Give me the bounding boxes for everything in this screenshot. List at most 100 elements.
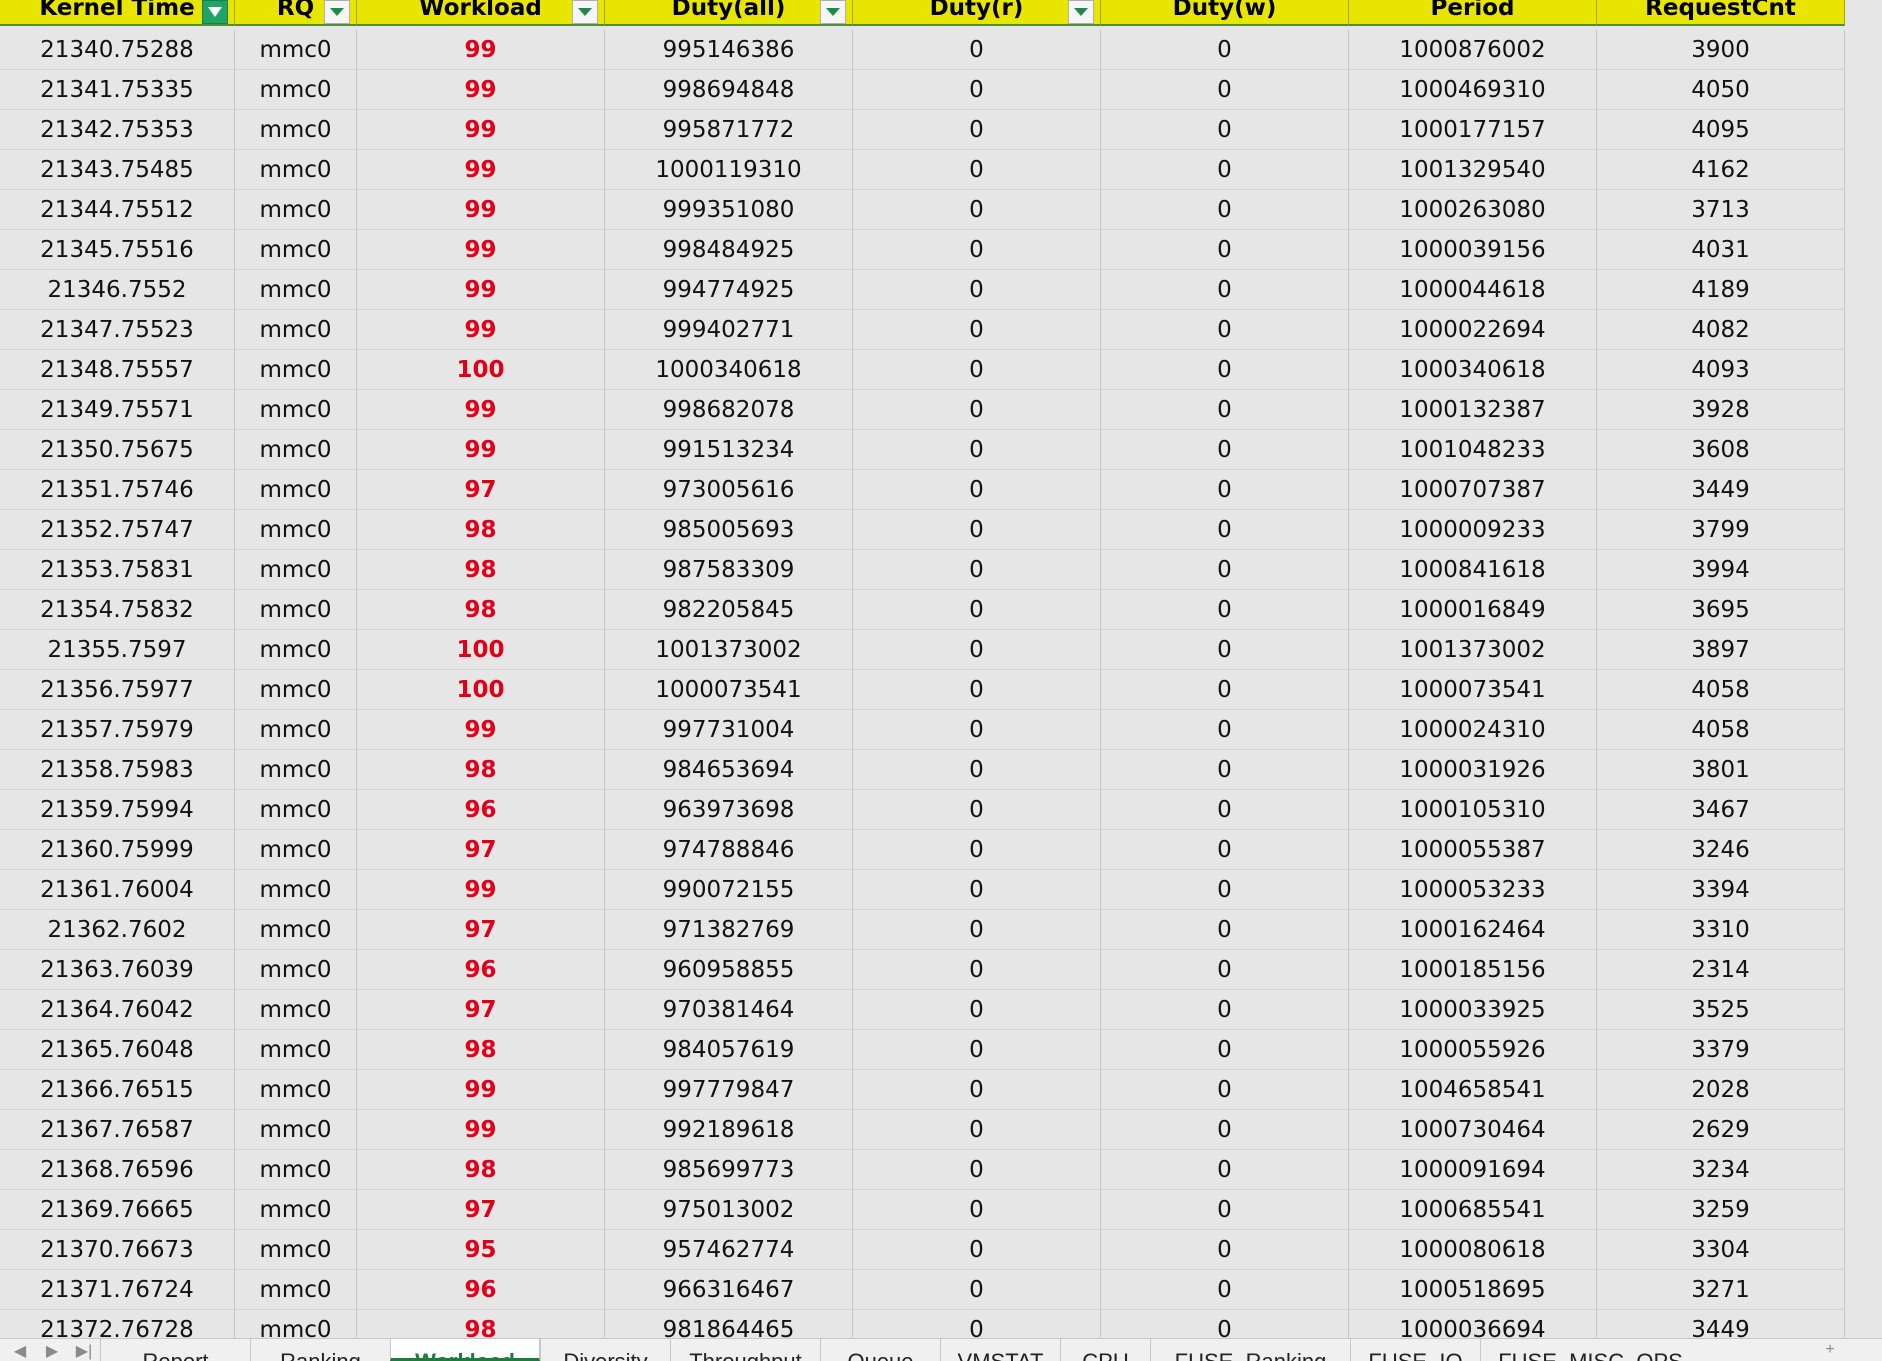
cell-rq[interactable]: mmc0 (235, 1310, 357, 1338)
cell-requestcnt[interactable]: 3467 (1597, 790, 1845, 830)
cell-kernel-time[interactable]: 21351.75746 (0, 470, 235, 510)
cell-duty-w[interactable]: 0 (1101, 110, 1349, 150)
cell-duty-r[interactable]: 0 (853, 990, 1101, 1030)
cell-kernel-time[interactable]: 21361.76004 (0, 870, 235, 910)
cell-duty-r[interactable]: 0 (853, 1270, 1101, 1310)
cell-requestcnt[interactable]: 3259 (1597, 1190, 1845, 1230)
cell-requestcnt[interactable]: 3525 (1597, 990, 1845, 1030)
cell-period[interactable]: 1000263080 (1349, 190, 1597, 230)
cell-rq[interactable]: mmc0 (235, 110, 357, 150)
cell-duty-r[interactable]: 0 (853, 1190, 1101, 1230)
cell-duty-w[interactable]: 0 (1101, 1110, 1349, 1150)
cell-workload[interactable]: 99 (357, 70, 605, 110)
cell-period[interactable]: 1001373002 (1349, 630, 1597, 670)
cell-duty-all[interactable]: 1000340618 (605, 350, 853, 390)
cell-requestcnt[interactable]: 3394 (1597, 870, 1845, 910)
cell-duty-w[interactable]: 0 (1101, 470, 1349, 510)
cell-kernel-time[interactable]: 21355.7597 (0, 630, 235, 670)
cell-duty-all[interactable]: 970381464 (605, 990, 853, 1030)
cell-rq[interactable]: mmc0 (235, 350, 357, 390)
cell-duty-r[interactable]: 0 (853, 30, 1101, 70)
sheet-tab-vmstat[interactable]: VMSTAT (940, 1339, 1060, 1361)
cell-duty-all[interactable]: 999351080 (605, 190, 853, 230)
cell-requestcnt[interactable]: 3900 (1597, 30, 1845, 70)
cell-period[interactable]: 1000073541 (1349, 670, 1597, 710)
cell-duty-r[interactable]: 0 (853, 630, 1101, 670)
cell-period[interactable]: 1001329540 (1349, 150, 1597, 190)
cell-requestcnt[interactable]: 4031 (1597, 230, 1845, 270)
cell-workload[interactable]: 96 (357, 950, 605, 990)
cell-duty-all[interactable]: 997731004 (605, 710, 853, 750)
cell-duty-r[interactable]: 0 (853, 190, 1101, 230)
cell-workload[interactable]: 96 (357, 790, 605, 830)
sheet-tab-diversity[interactable]: Diversity (540, 1339, 670, 1361)
cell-duty-w[interactable]: 0 (1101, 1030, 1349, 1070)
cell-duty-r[interactable]: 0 (853, 710, 1101, 750)
cell-rq[interactable]: mmc0 (235, 950, 357, 990)
cell-kernel-time[interactable]: 21346.7552 (0, 270, 235, 310)
cell-requestcnt[interactable]: 3801 (1597, 750, 1845, 790)
cell-duty-all[interactable]: 982205845 (605, 590, 853, 630)
cell-requestcnt[interactable]: 4050 (1597, 70, 1845, 110)
cell-rq[interactable]: mmc0 (235, 1070, 357, 1110)
cell-workload[interactable]: 100 (357, 670, 605, 710)
cell-duty-w[interactable]: 0 (1101, 990, 1349, 1030)
cell-workload[interactable]: 97 (357, 910, 605, 950)
cell-period[interactable]: 1000055926 (1349, 1030, 1597, 1070)
cell-kernel-time[interactable]: 21362.7602 (0, 910, 235, 950)
cell-requestcnt[interactable]: 3695 (1597, 590, 1845, 630)
cell-duty-w[interactable]: 0 (1101, 30, 1349, 70)
cell-requestcnt[interactable]: 4189 (1597, 270, 1845, 310)
cell-kernel-time[interactable]: 21368.76596 (0, 1150, 235, 1190)
cell-rq[interactable]: mmc0 (235, 510, 357, 550)
cell-workload[interactable]: 98 (357, 1030, 605, 1070)
cell-requestcnt[interactable]: 4093 (1597, 350, 1845, 390)
cell-duty-r[interactable]: 0 (853, 230, 1101, 270)
cell-duty-w[interactable]: 0 (1101, 1270, 1349, 1310)
cell-workload[interactable]: 97 (357, 1190, 605, 1230)
cell-period[interactable]: 1000132387 (1349, 390, 1597, 430)
cell-rq[interactable]: mmc0 (235, 550, 357, 590)
cell-duty-all[interactable]: 971382769 (605, 910, 853, 950)
cell-duty-all[interactable]: 985699773 (605, 1150, 853, 1190)
cell-rq[interactable]: mmc0 (235, 910, 357, 950)
cell-duty-r[interactable]: 0 (853, 910, 1101, 950)
cell-duty-all[interactable]: 998694848 (605, 70, 853, 110)
cell-duty-all[interactable]: 995871772 (605, 110, 853, 150)
cell-kernel-time[interactable]: 21347.75523 (0, 310, 235, 350)
cell-requestcnt[interactable]: 4162 (1597, 150, 1845, 190)
cell-rq[interactable]: mmc0 (235, 1150, 357, 1190)
sheet-tab-workload[interactable]: Workload (390, 1339, 540, 1361)
cell-duty-w[interactable]: 0 (1101, 390, 1349, 430)
cell-workload[interactable]: 100 (357, 350, 605, 390)
cell-workload[interactable]: 98 (357, 750, 605, 790)
cell-rq[interactable]: mmc0 (235, 790, 357, 830)
cell-kernel-time[interactable]: 21372.76728 (0, 1310, 235, 1338)
cell-workload[interactable]: 99 (357, 430, 605, 470)
cell-duty-all[interactable]: 997779847 (605, 1070, 853, 1110)
cell-duty-all[interactable]: 992189618 (605, 1110, 853, 1150)
cell-duty-r[interactable]: 0 (853, 470, 1101, 510)
cell-rq[interactable]: mmc0 (235, 990, 357, 1030)
cell-requestcnt[interactable]: 3304 (1597, 1230, 1845, 1270)
cell-kernel-time[interactable]: 21344.75512 (0, 190, 235, 230)
cell-rq[interactable]: mmc0 (235, 270, 357, 310)
cell-rq[interactable]: mmc0 (235, 430, 357, 470)
cell-duty-w[interactable]: 0 (1101, 710, 1349, 750)
cell-duty-all[interactable]: 1000119310 (605, 150, 853, 190)
cell-workload[interactable]: 99 (357, 190, 605, 230)
cell-duty-w[interactable]: 0 (1101, 630, 1349, 670)
cell-workload[interactable]: 97 (357, 990, 605, 1030)
cell-workload[interactable]: 98 (357, 1310, 605, 1338)
cell-period[interactable]: 1000177157 (1349, 110, 1597, 150)
cell-duty-all[interactable]: 984057619 (605, 1030, 853, 1070)
cell-kernel-time[interactable]: 21365.76048 (0, 1030, 235, 1070)
cell-duty-r[interactable]: 0 (853, 1110, 1101, 1150)
cell-rq[interactable]: mmc0 (235, 630, 357, 670)
cell-kernel-time[interactable]: 21356.75977 (0, 670, 235, 710)
cell-kernel-time[interactable]: 21359.75994 (0, 790, 235, 830)
cell-duty-r[interactable]: 0 (853, 1150, 1101, 1190)
cell-duty-w[interactable]: 0 (1101, 950, 1349, 990)
cell-kernel-time[interactable]: 21367.76587 (0, 1110, 235, 1150)
sheet-tab-throughput[interactable]: Throughput (670, 1339, 820, 1361)
